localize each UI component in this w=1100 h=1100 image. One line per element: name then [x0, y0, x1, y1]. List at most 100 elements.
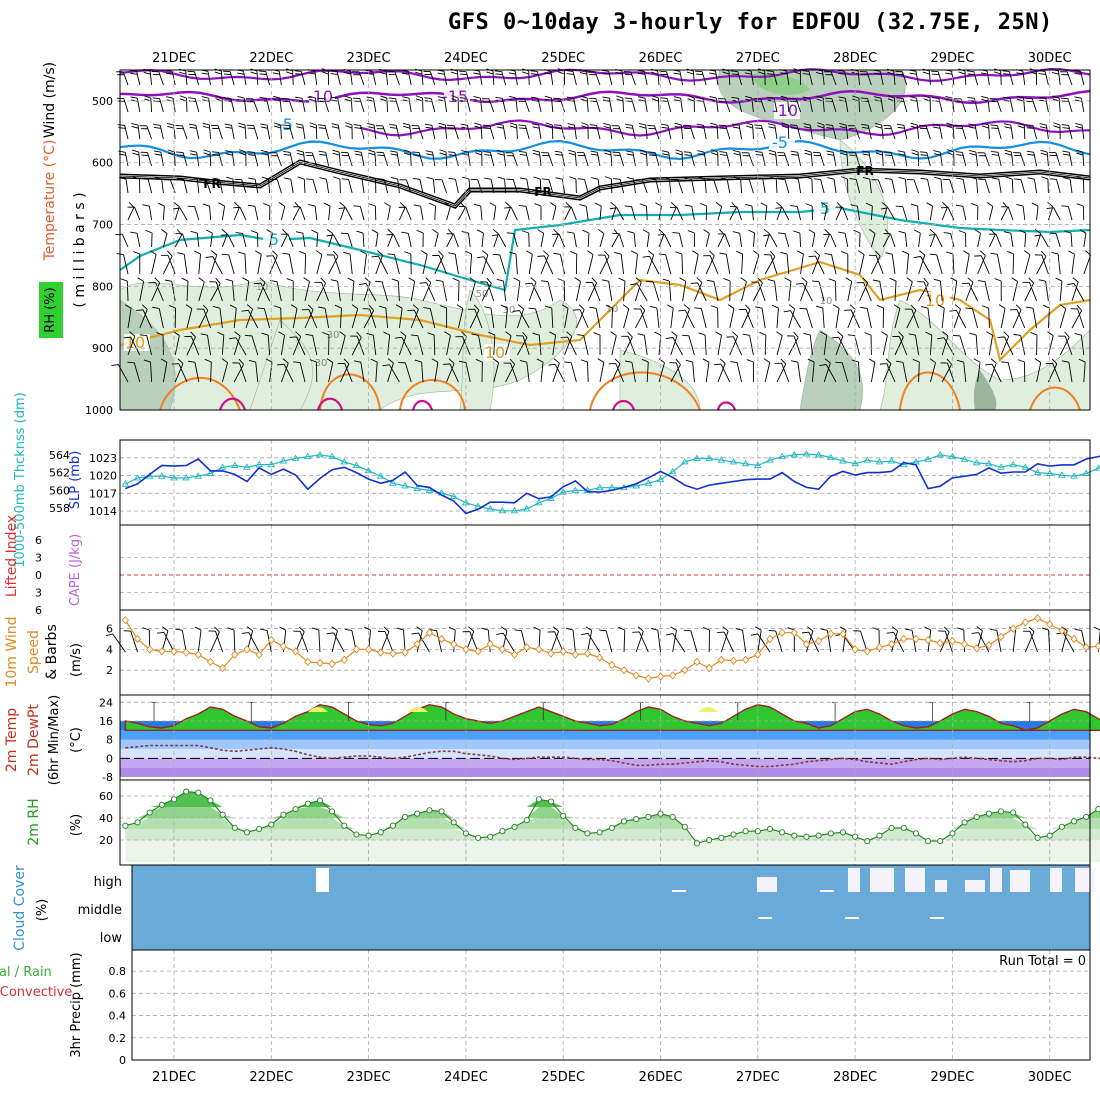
thickness-series-point	[510, 506, 519, 514]
wind-barb	[613, 178, 625, 194]
contour-label: -5	[772, 133, 788, 152]
wind-barb	[398, 206, 412, 221]
wind-barb	[1034, 358, 1042, 383]
wind-barb	[339, 358, 350, 383]
wind-barb	[929, 358, 937, 383]
wind-barb	[1004, 149, 1014, 167]
wind-barb	[272, 69, 282, 86]
wind-barb	[398, 361, 412, 383]
wind-barb	[154, 150, 164, 167]
rh-series-point	[1083, 813, 1090, 820]
wind-barb	[428, 202, 436, 221]
wind-barb	[305, 178, 318, 194]
rh-series-point	[560, 812, 567, 819]
temp-peak-highlight	[408, 707, 428, 712]
wind-barb	[257, 307, 271, 329]
wind-barb	[164, 279, 176, 302]
wind-barb	[906, 277, 913, 302]
chart-title: GFS 0~10day 3-hourly for EDFOU (32.75E, …	[448, 10, 1053, 35]
wind-barb	[729, 331, 739, 356]
wind-barb	[871, 179, 884, 194]
date-label-bottom: 30DEC	[1028, 1070, 1072, 1085]
wind-barb	[610, 331, 617, 356]
wind-barb	[318, 150, 330, 167]
rh-legend-swatch	[39, 282, 63, 338]
wind-barb	[375, 125, 389, 140]
wind-speed-series-point	[437, 634, 446, 644]
wind-barb	[311, 229, 319, 248]
wind-barb	[828, 278, 837, 302]
wind-speed-series-point	[377, 648, 385, 657]
wind-barb	[474, 122, 483, 140]
date-label-bottom: 22DEC	[249, 1070, 293, 1085]
precip-tick: 0.4	[109, 1010, 127, 1023]
wind-barb	[589, 124, 601, 140]
wind-barb	[309, 122, 318, 140]
date-label-top: 30DEC	[1028, 51, 1072, 66]
wind-barb	[1022, 281, 1038, 302]
thickness-series-point	[170, 474, 178, 481]
ylabel-precip: 3hr Precip (mm)	[69, 952, 84, 1057]
wind-barb	[120, 278, 129, 302]
wind-barb	[340, 151, 353, 167]
wind-barb	[1001, 206, 1014, 221]
wind-barb	[567, 123, 577, 140]
wind-barb	[748, 229, 756, 248]
thickness-series-point	[535, 498, 543, 506]
wind-speed-series-point	[182, 648, 190, 657]
wind-barb	[956, 177, 967, 194]
wind-barb	[881, 331, 888, 356]
rh-series-point	[985, 810, 992, 817]
wind-speed-series-point	[924, 635, 932, 645]
wind-barb	[869, 229, 876, 248]
wind-barb	[579, 204, 589, 221]
wind-barb	[314, 281, 330, 302]
thickness-series-point	[474, 502, 482, 509]
wind-barb	[602, 96, 613, 113]
wind-speed-series	[121, 613, 1100, 683]
wind-barb	[246, 124, 259, 140]
wind-barb	[526, 250, 533, 275]
wind-barb	[161, 254, 176, 275]
wind-barb	[1025, 124, 1038, 140]
cloud-gap	[757, 877, 777, 892]
rh-series-point	[268, 821, 275, 828]
rh-contour-label: 10	[820, 296, 833, 307]
rh-contour-label: 50	[476, 289, 489, 300]
cloud-gap	[930, 917, 944, 919]
rh-series-point	[766, 825, 774, 833]
wind-speed-series-point	[413, 639, 421, 649]
wind-barb	[518, 124, 530, 140]
wind-barb	[1024, 250, 1031, 275]
thickness-series-point	[1021, 463, 1030, 470]
temp-contour-15	[589, 371, 701, 411]
wind-speed-series-point	[1009, 624, 1017, 633]
wind-barb	[127, 201, 135, 221]
wind-barb	[446, 358, 455, 383]
wind-barb	[505, 331, 512, 356]
wind-barb	[698, 176, 707, 194]
wind-barb	[345, 122, 353, 140]
wind-barb	[368, 203, 377, 221]
thickness-series-point	[328, 452, 336, 460]
date-label-bottom: 27DEC	[736, 1070, 780, 1085]
rh-contour-label: 30	[503, 305, 516, 316]
precip-tick: 0.2	[109, 1032, 127, 1045]
date-label-bottom: 28DEC	[833, 1070, 877, 1085]
wind-speed-series-point	[596, 653, 604, 662]
rh-series-point	[864, 838, 871, 845]
wind-barb	[481, 627, 491, 653]
wind-barb	[611, 229, 619, 248]
wind-barb	[132, 176, 141, 194]
wind-barb	[482, 98, 495, 113]
wind-barb	[648, 151, 660, 167]
wind-barb	[414, 68, 424, 86]
thickness-series-point	[693, 454, 701, 461]
wind-barb	[879, 363, 896, 383]
wind-barb	[804, 149, 813, 167]
thickness-series-point	[644, 479, 653, 486]
wind-barb	[457, 331, 467, 356]
wind-barb	[754, 124, 766, 140]
wind-barb	[616, 95, 625, 113]
wind-barb	[519, 360, 530, 383]
